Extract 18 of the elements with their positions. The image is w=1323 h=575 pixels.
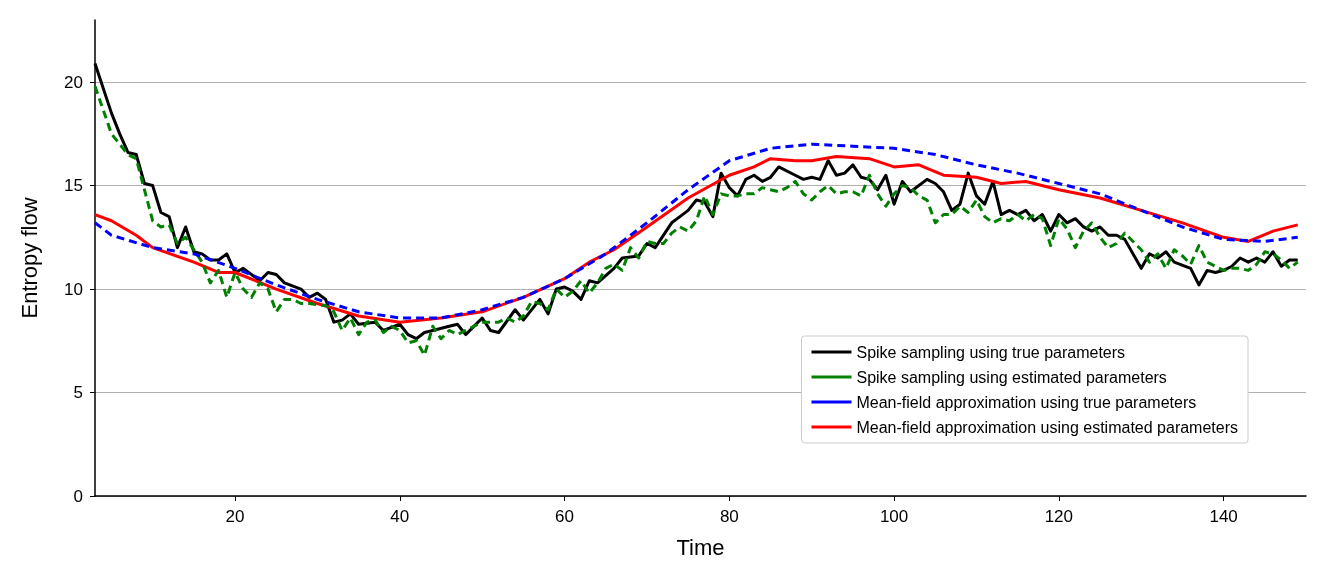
x-tick-label: 120 <box>1044 507 1074 526</box>
x-tick-label: 60 <box>555 507 575 526</box>
y-tick-label: 15 <box>64 176 83 196</box>
legend-label: Spike sampling using estimated parameters <box>856 368 1167 386</box>
legend-label: Spike sampling using true parameters <box>856 343 1126 361</box>
y-axis-title: Entropy flow <box>16 197 42 319</box>
y-tick-label: 10 <box>64 279 83 299</box>
y-tick-label: 0 <box>73 486 83 506</box>
y-tick-label: 5 <box>73 383 83 403</box>
x-tick-label: 100 <box>879 507 909 526</box>
x-axis-title: Time <box>676 534 725 560</box>
x-tick-label: 80 <box>719 507 739 526</box>
legend-label: Mean-field approximation using true parameters <box>856 393 1197 411</box>
y-tick-label: 20 <box>64 72 83 92</box>
legend-label: Mean-field approximation using estimated parameters <box>856 418 1239 436</box>
x-tick-label: 40 <box>390 507 410 526</box>
x-tick-label: 140 <box>1209 507 1238 526</box>
x-tick-label: 20 <box>225 507 245 526</box>
